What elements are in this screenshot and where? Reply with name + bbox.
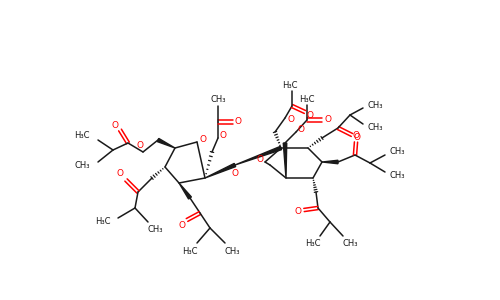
Text: H₃C: H₃C — [74, 131, 90, 140]
Text: O: O — [136, 142, 143, 151]
Text: CH₃: CH₃ — [147, 226, 163, 235]
Text: CH₃: CH₃ — [389, 170, 405, 179]
Text: O: O — [234, 118, 242, 127]
Text: H₃C: H₃C — [305, 238, 321, 247]
Text: O: O — [116, 169, 123, 178]
Text: O: O — [354, 134, 360, 142]
Text: CH₃: CH₃ — [367, 100, 383, 109]
Text: CH₃: CH₃ — [342, 238, 358, 247]
Text: O: O — [220, 131, 226, 140]
Polygon shape — [179, 183, 192, 199]
Polygon shape — [205, 164, 236, 178]
Text: CH₃: CH₃ — [367, 122, 383, 131]
Text: O: O — [288, 116, 294, 124]
Text: O: O — [298, 125, 304, 134]
Polygon shape — [158, 138, 175, 148]
Text: CH₃: CH₃ — [210, 95, 226, 104]
Text: O: O — [352, 131, 360, 140]
Text: O: O — [306, 112, 314, 121]
Polygon shape — [322, 160, 338, 164]
Polygon shape — [284, 143, 286, 178]
Polygon shape — [235, 146, 282, 165]
Text: H₃C: H₃C — [182, 248, 198, 256]
Text: O: O — [200, 134, 206, 143]
Text: H₃C: H₃C — [299, 94, 315, 103]
Text: O: O — [256, 155, 264, 164]
Text: O: O — [112, 121, 118, 130]
Text: O: O — [232, 169, 238, 178]
Text: CH₃: CH₃ — [74, 161, 90, 170]
Text: O: O — [294, 208, 302, 217]
Text: H₃C: H₃C — [282, 80, 298, 89]
Text: O: O — [178, 221, 186, 230]
Text: CH₃: CH₃ — [224, 248, 240, 256]
Text: CH₃: CH₃ — [389, 148, 405, 157]
Text: H₃C: H₃C — [95, 217, 111, 226]
Text: O: O — [324, 116, 332, 124]
